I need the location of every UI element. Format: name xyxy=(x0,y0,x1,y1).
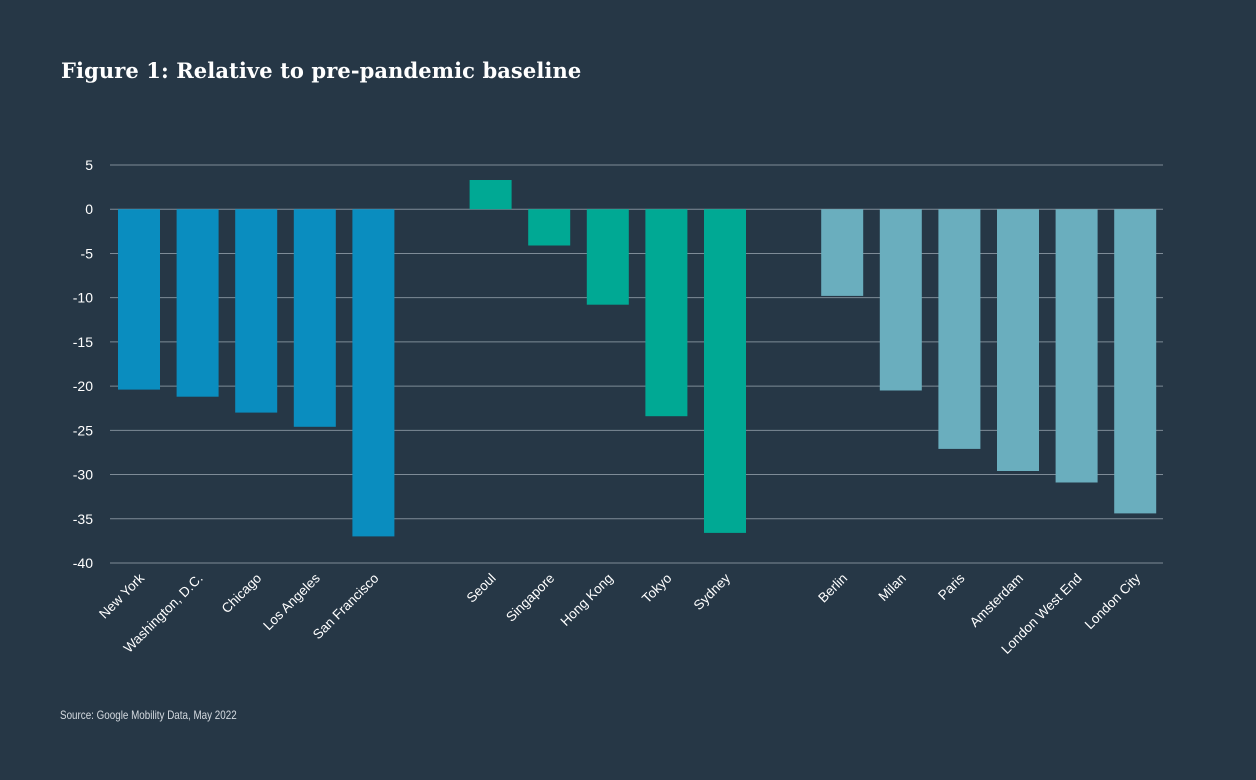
x-category-label: New York xyxy=(96,570,147,621)
y-tick-label: -20 xyxy=(73,378,93,394)
y-tick-label: -30 xyxy=(73,467,93,483)
y-tick-label: -15 xyxy=(73,334,93,350)
bar-hong-kong xyxy=(586,209,629,305)
x-category-label: Seoul xyxy=(464,571,499,606)
y-tick-label: -5 xyxy=(81,245,94,261)
bar-paris xyxy=(938,209,981,449)
bar-milan xyxy=(879,209,922,391)
y-tick-label: -10 xyxy=(73,290,93,306)
y-tick-label: 0 xyxy=(85,201,93,217)
bar-los-angeles xyxy=(293,209,336,427)
x-category-label: Amsterdam xyxy=(967,571,1026,630)
x-category-label: Tokyo xyxy=(639,571,675,607)
bar-chicago xyxy=(235,209,278,413)
bar-new-york xyxy=(118,209,160,390)
y-tick-label: -25 xyxy=(73,422,93,438)
bar-sydney xyxy=(704,209,746,533)
bar-tokyo xyxy=(645,209,688,417)
x-category-label: Berlin xyxy=(815,571,850,606)
bar-london-west-end xyxy=(1055,209,1098,483)
y-axis-ticks: 5 0 -5 -10 -15 -20 -25 -30 -35 -40 xyxy=(73,157,93,571)
x-category-label: Hong Kong xyxy=(558,571,616,629)
bar-san-francisco xyxy=(352,209,395,537)
x-category-label: Singapore xyxy=(503,571,557,625)
x-category-label: Paris xyxy=(935,570,968,603)
y-tick-label: -35 xyxy=(73,511,93,527)
bar-amsterdam xyxy=(997,209,1039,471)
bar-singapore xyxy=(528,209,571,246)
bar-london-city xyxy=(1114,209,1157,514)
x-category-label: Chicago xyxy=(219,571,265,617)
x-category-label: Milan xyxy=(875,571,908,604)
chart-title: Figure 1: Relative to pre-pandemic basel… xyxy=(61,58,582,83)
bar-washington-d-c xyxy=(176,209,219,397)
y-tick-label: -40 xyxy=(73,555,93,571)
x-category-label: Sydney xyxy=(691,570,734,613)
x-category-label: Los Angeles xyxy=(260,570,323,633)
bar-berlin xyxy=(821,209,864,296)
gridlines xyxy=(110,164,1163,564)
source-note: Source: Google Mobility Data, May 2022 xyxy=(60,708,237,722)
x-category-label: London City xyxy=(1082,570,1144,632)
bars xyxy=(118,180,1157,537)
y-tick-label: 5 xyxy=(85,157,93,173)
bar-seoul xyxy=(469,180,512,210)
